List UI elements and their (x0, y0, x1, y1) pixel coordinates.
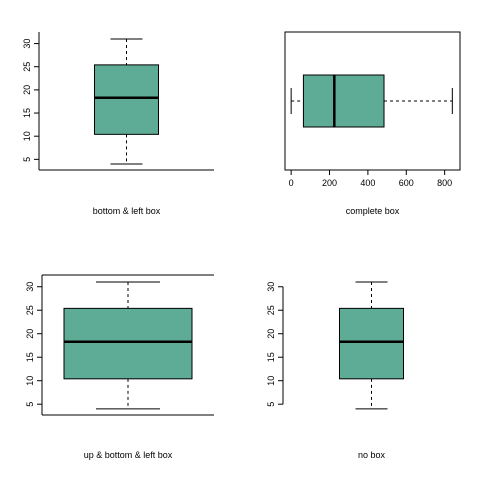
y-tick-label: 20 (266, 329, 276, 339)
boxplot-panel-2: 0 200 400 600 800 complete box (284, 31, 461, 216)
boxplot-panel-1: 5 10 15 20 25 30 bottom & left box (22, 32, 214, 216)
y-tick-label: 20 (22, 85, 32, 95)
y-tick-label: 10 (266, 376, 276, 386)
iqr-box (339, 307, 404, 380)
y-tick-label: 30 (266, 282, 276, 292)
y-tick-label: 15 (266, 352, 276, 362)
y-tick-label: 10 (25, 376, 35, 386)
y-tick-label: 5 (266, 402, 276, 407)
y-tick-label: 5 (22, 157, 32, 162)
panel-caption: complete box (346, 206, 400, 216)
panel-caption: no box (358, 450, 386, 460)
iqr-box (94, 64, 159, 135)
x-tick-label: 800 (437, 178, 452, 188)
boxplot-panel-3: 5 10 15 20 25 30 up & bottom & left box (25, 274, 214, 460)
y-tick-label: 30 (25, 282, 35, 292)
x-tick-label: 600 (399, 178, 414, 188)
boxplot-panel-4: 5 10 15 20 25 30 no box (266, 281, 404, 460)
y-tick-label: 25 (25, 305, 35, 315)
x-tick-label: 400 (360, 178, 375, 188)
y-tick-label: 5 (25, 402, 35, 407)
iqr-box (302, 74, 385, 128)
iqr-box (63, 307, 193, 380)
y-tick-label: 25 (22, 62, 32, 72)
panel-caption: up & bottom & left box (84, 450, 173, 460)
y-tick-label: 10 (22, 131, 32, 141)
y-tick-label: 20 (25, 329, 35, 339)
x-tick-label: 0 (289, 178, 294, 188)
y-tick-label: 15 (22, 108, 32, 118)
y-tick-label: 15 (25, 352, 35, 362)
y-tick-label: 25 (266, 305, 276, 315)
y-tick-label: 30 (22, 39, 32, 49)
panel-caption: bottom & left box (93, 206, 161, 216)
x-tick-label: 200 (322, 178, 337, 188)
